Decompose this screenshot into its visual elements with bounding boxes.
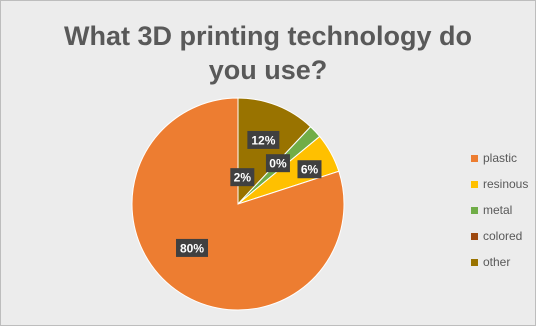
chart-legend: plastic resinous metal colored other [471,151,528,281]
legend-swatch [471,154,478,162]
data-label-box [297,160,322,179]
data-label-text: 6% [301,163,319,177]
data-label-text: 12% [251,133,275,147]
legend-swatch [471,258,478,266]
legend-label: plastic [483,151,518,165]
chart-title: What 3D printing technology do you use? [64,21,472,85]
data-label-metal: 2% [230,168,255,187]
legend-swatch [471,232,478,240]
data-label-text: 0% [269,157,287,171]
legend-item-other: other [471,255,528,269]
legend-item-resinous: resinous [471,177,528,191]
data-label-box [176,238,209,257]
legend-label: metal [483,203,513,217]
data-label-text: 80% [180,241,204,255]
data-label-box [230,168,255,187]
pie-slice-plastic [131,97,345,311]
legend-swatch [471,206,478,214]
legend-item-plastic: plastic [471,151,528,165]
data-label-plastic: 80% [176,238,209,257]
legend-label: other [483,255,511,269]
data-label-other: 12% [247,130,280,149]
pie-slice-other [237,97,312,206]
data-label-text: 2% [234,171,252,185]
legend-item-metal: metal [471,203,528,217]
legend-label: colored [483,229,523,243]
legend-swatch [471,180,478,188]
data-label-box [247,130,280,149]
data-label-box [265,154,290,173]
legend-label: resinous [483,177,529,191]
legend-item-colored: colored [471,229,528,243]
data-label-colored: 0% [265,154,290,173]
data-label-resinous: 6% [297,160,322,179]
